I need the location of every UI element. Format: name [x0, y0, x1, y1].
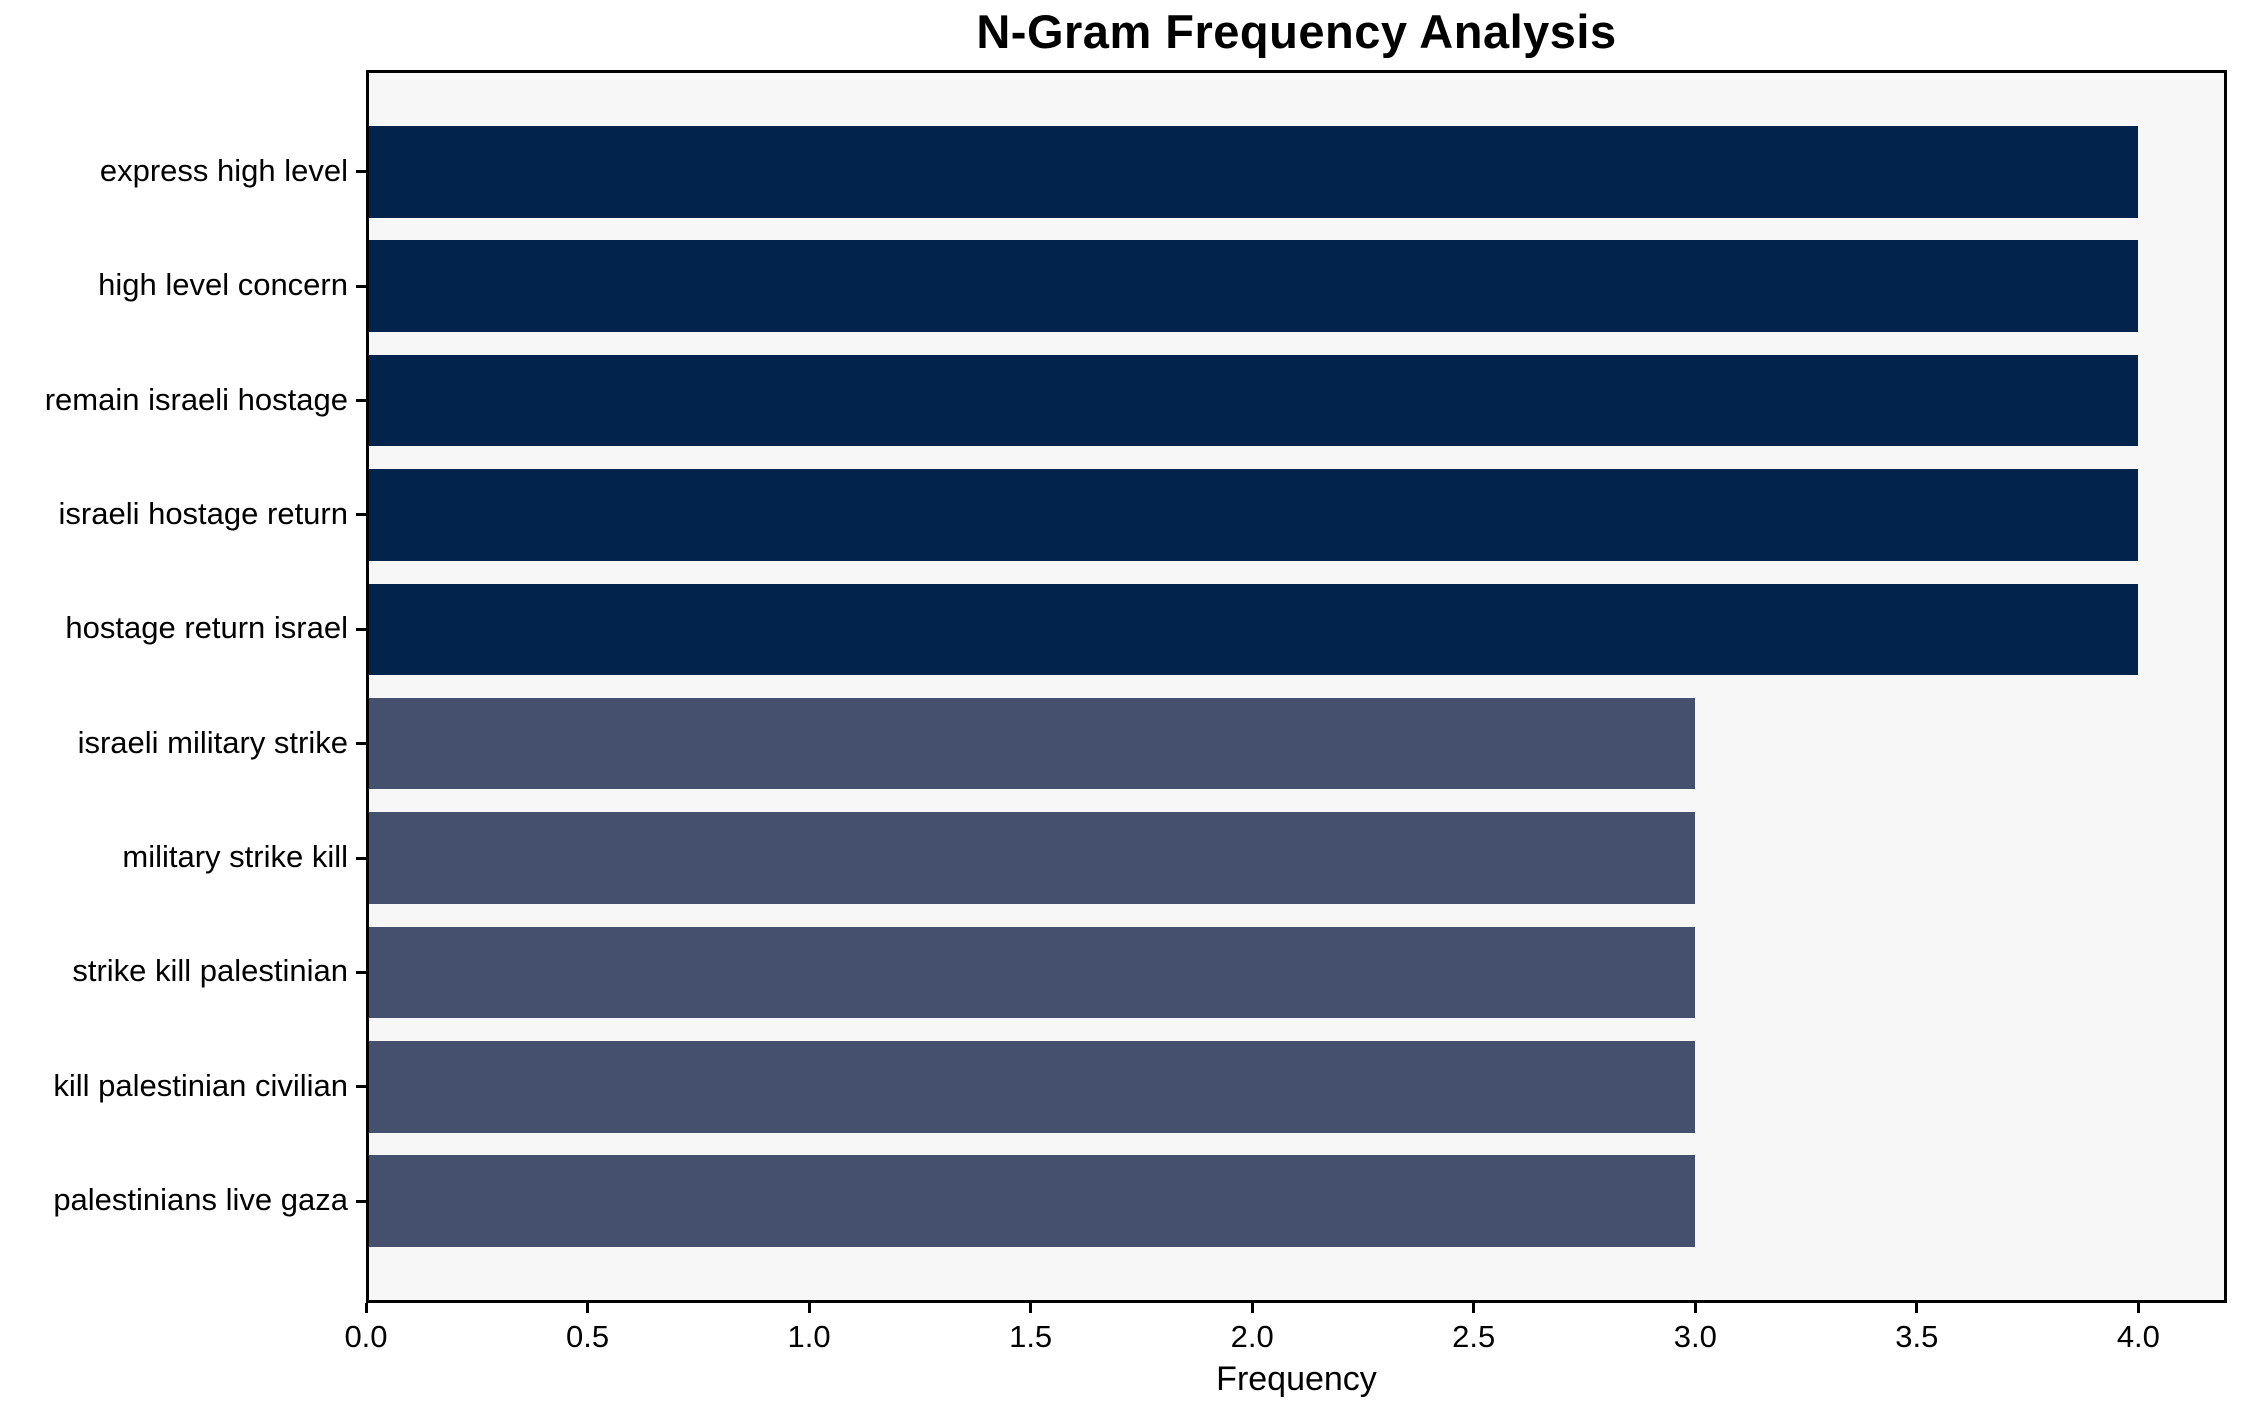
y-tick-mark: [356, 284, 366, 288]
y-tick-label: palestinians live gaza: [53, 1182, 348, 1218]
x-tick-label: 4.0: [2116, 1319, 2160, 1354]
x-tick-label: 2.5: [1452, 1319, 1496, 1354]
bar: [369, 812, 1696, 904]
x-tick-label: 3.5: [1895, 1319, 1939, 1354]
y-tick-mark: [356, 399, 366, 403]
y-tick-mark: [356, 170, 366, 174]
y-tick-mark: [356, 970, 366, 974]
bar: [369, 583, 2139, 676]
x-tick-mark: [586, 1303, 590, 1313]
x-tick-mark: [807, 1303, 811, 1313]
y-tick-mark: [356, 627, 366, 631]
y-tick-label: hostage return israel: [65, 610, 348, 646]
x-tick-mark: [1472, 1303, 1476, 1313]
x-tick-label: 0.5: [565, 1319, 610, 1354]
x-tick-mark: [1693, 1303, 1697, 1313]
y-tick-mark: [356, 856, 366, 860]
x-tick-mark: [1029, 1303, 1033, 1313]
y-tick-mark: [356, 1199, 366, 1203]
y-tick-mark: [356, 742, 366, 746]
y-tick-label: high level concern: [98, 267, 348, 303]
x-tick-mark: [2136, 1303, 2140, 1313]
x-axis-label: Frequency: [1216, 1360, 1377, 1398]
x-tick-label: 3.0: [1673, 1319, 1717, 1354]
bar: [369, 1041, 1696, 1133]
y-tick-mark: [356, 1085, 366, 1089]
y-tick-label: israeli hostage return: [58, 495, 349, 531]
y-tick-label: express high level: [99, 152, 348, 188]
bar: [369, 354, 2139, 447]
y-tick-mark: [356, 513, 366, 517]
y-tick-label: strike kill palestinian: [72, 953, 348, 989]
y-tick-label: kill palestinian civilian: [53, 1067, 348, 1103]
bar: [369, 469, 2139, 561]
x-tick-label: 0.0: [344, 1319, 388, 1354]
bar: [369, 1155, 1696, 1247]
y-tick-label: remain israeli hostage: [44, 381, 348, 417]
bar: [369, 240, 2139, 332]
x-tick-label: 1.5: [1009, 1319, 1053, 1354]
y-tick-label: military strike kill: [122, 839, 348, 875]
x-tick-label: 2.0: [1230, 1319, 1274, 1354]
bar: [369, 697, 1696, 790]
bar: [369, 926, 1696, 1019]
x-tick-label: 1.0: [787, 1319, 831, 1354]
chart-title: N-Gram Frequency Analysis: [976, 5, 1617, 58]
x-tick-mark: [1915, 1303, 1919, 1313]
y-tick-label: israeli military strike: [77, 724, 348, 760]
x-tick-mark: [1250, 1303, 1254, 1313]
bar: [369, 126, 2139, 218]
x-tick-mark: [364, 1303, 368, 1313]
